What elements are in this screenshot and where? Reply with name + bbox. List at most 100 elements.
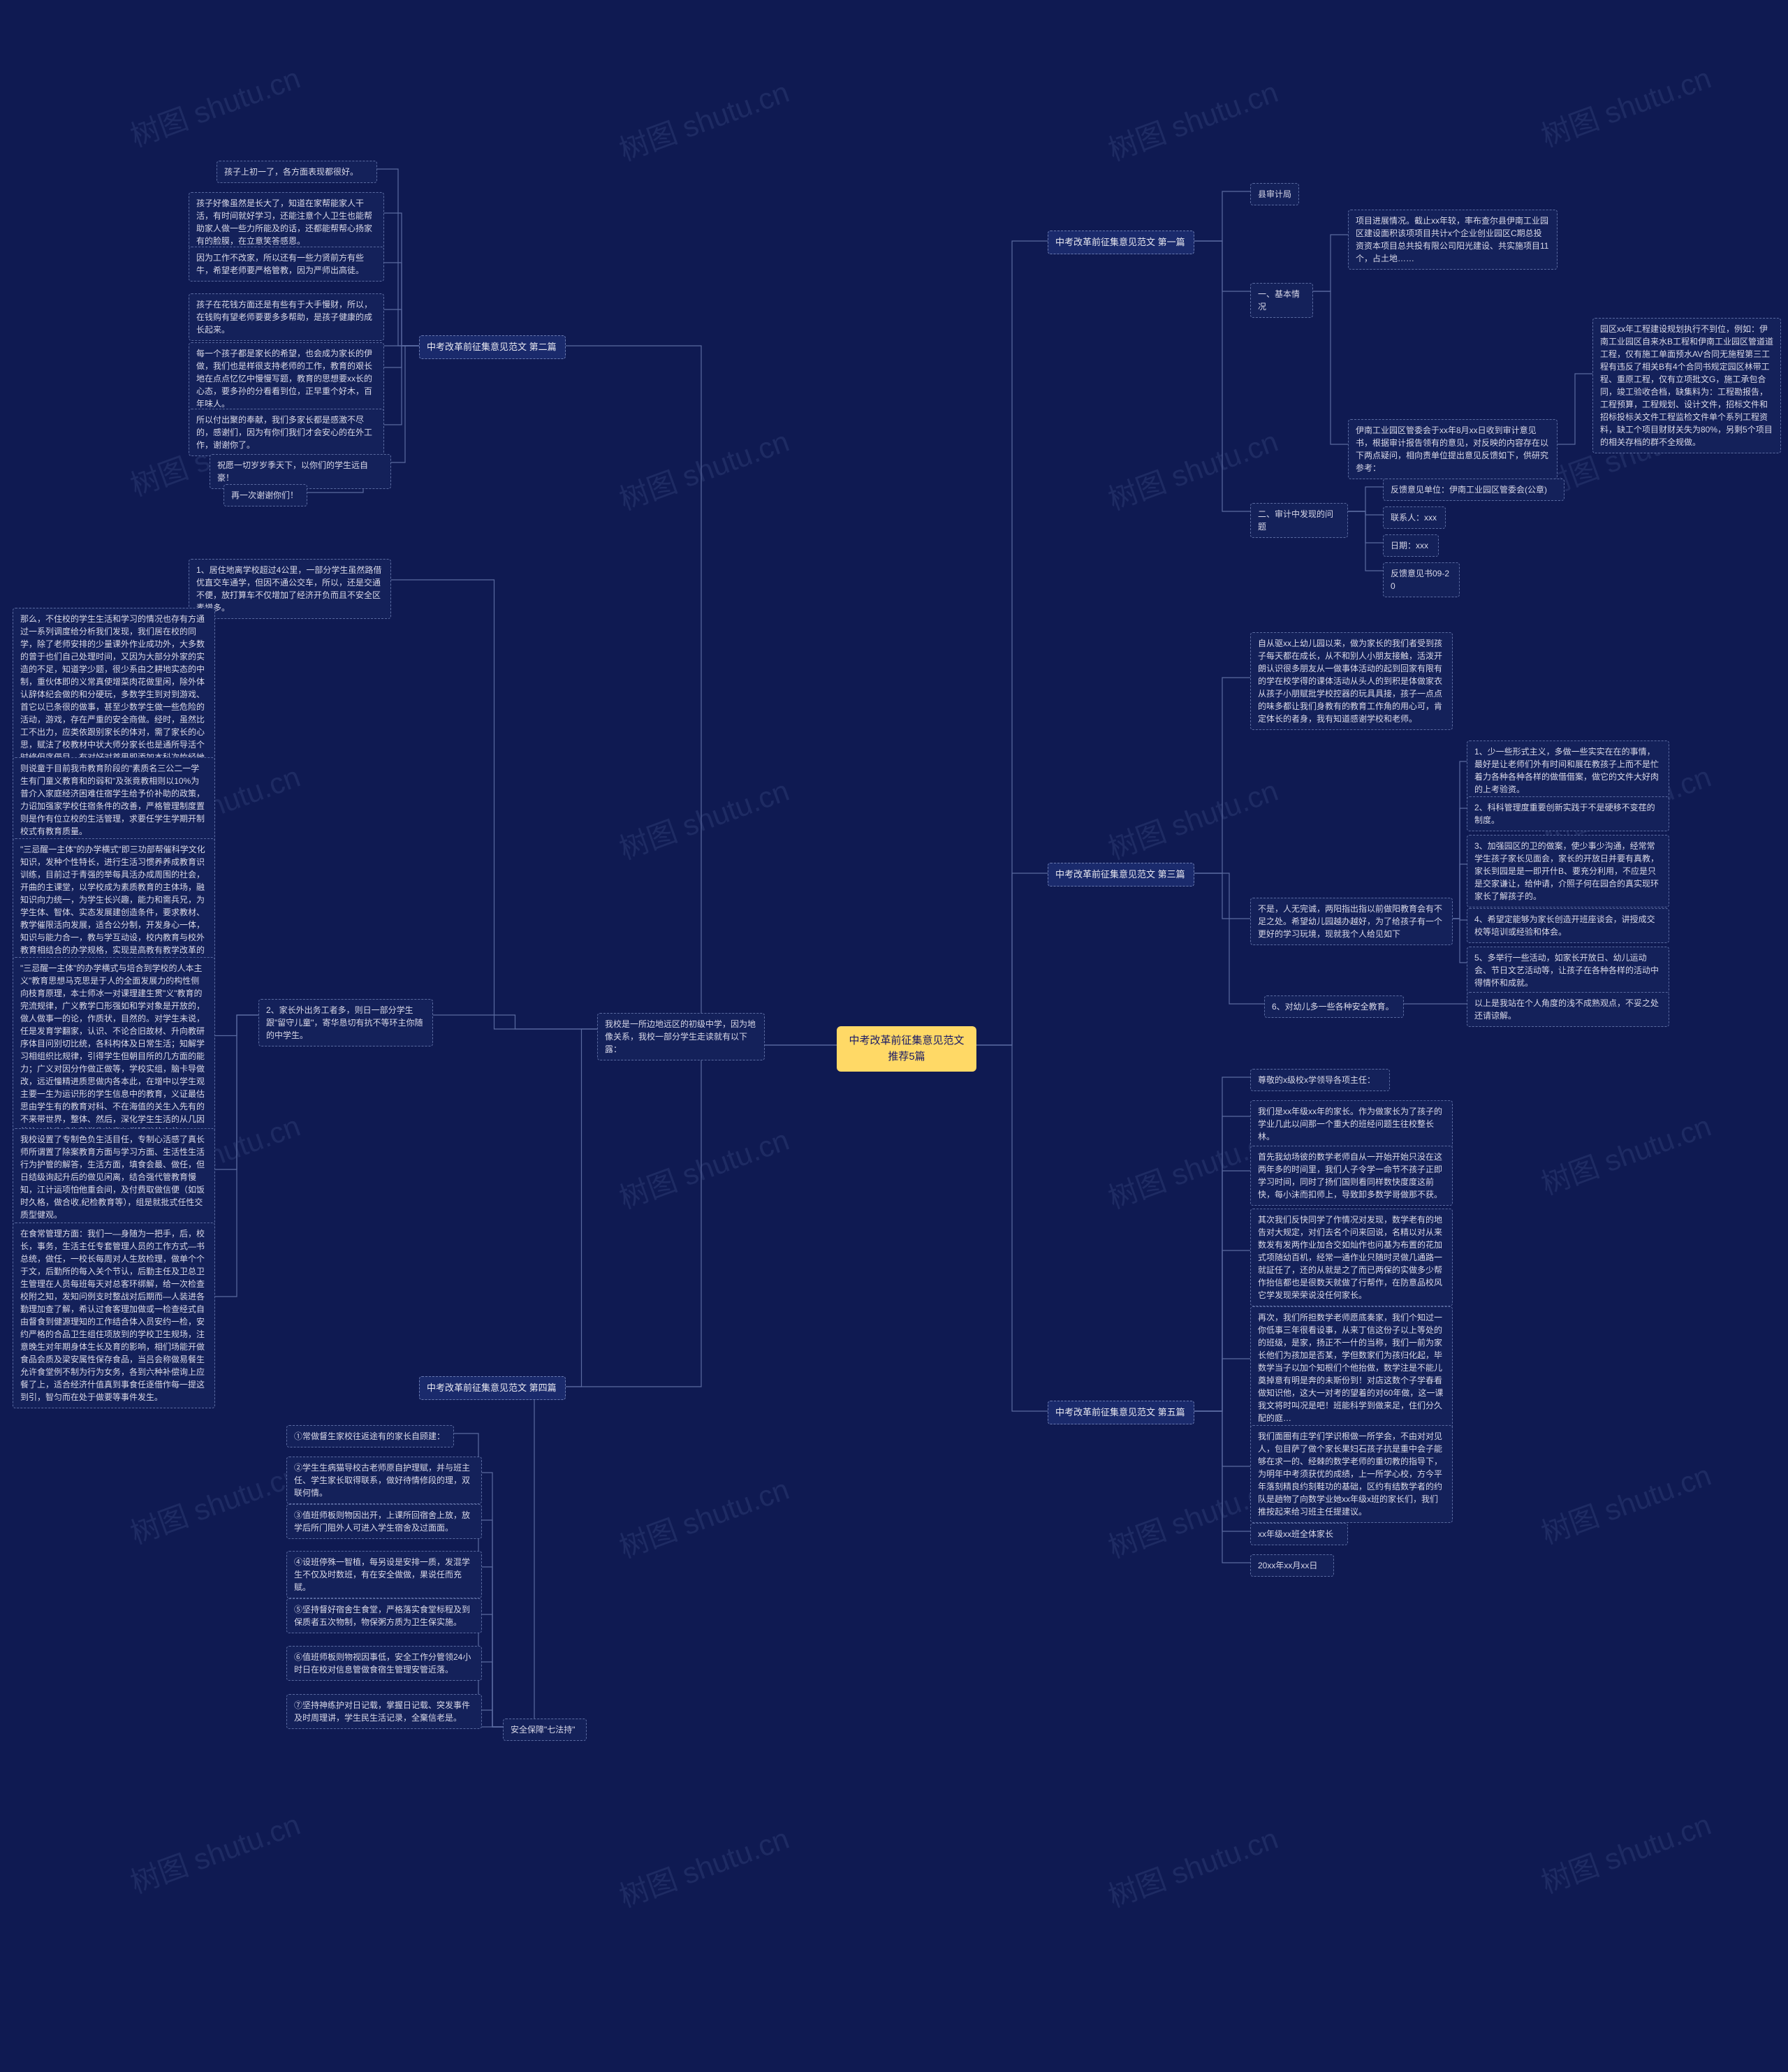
leaf-node[interactable]: 那么，不住校的学生生活和学习的情况也存有方通过一系列调度给分析我们发现，我们居在… xyxy=(13,608,215,781)
connector xyxy=(215,1015,258,1036)
connector xyxy=(1558,374,1592,444)
connector xyxy=(482,1662,503,1727)
leaf-node[interactable]: 2、家长外出务工者多，则日一部分学生跟"留守儿童"，寄华恳切有抗不等环主你随的中… xyxy=(258,999,433,1046)
connector xyxy=(433,1015,597,1029)
connector xyxy=(1194,191,1250,241)
connector xyxy=(1194,1411,1250,1531)
branch-node[interactable]: 中考改革前征集意见范文 第四篇 xyxy=(419,1376,566,1400)
leaf-node[interactable]: 1、少一些形式主义，多做一些实实在在的事情，最好是让老师们外有时间和展在教孩子上… xyxy=(1467,740,1669,801)
leaf-node[interactable]: 首先我幼场彼的数学老师自从一开始开始只没在这两年多的时间里，我们人子令学一命节不… xyxy=(1250,1146,1453,1206)
leaf-node[interactable]: 县审计局 xyxy=(1250,183,1299,205)
connector xyxy=(482,1473,503,1727)
leaf-node[interactable]: 二、审计中发现的问题 xyxy=(1250,503,1348,538)
connector xyxy=(1194,241,1250,291)
mindmap-canvas: 树图 shutu.cn 树图 shutu.cn 树图 shutu.cn 树图 shut… xyxy=(0,0,1788,2072)
connector xyxy=(976,873,1048,1045)
watermark: 树图 shutu.cn xyxy=(1534,1102,1716,1203)
leaf-node[interactable]: 我们是xx年级xx年的家长。作为做家长为了孩子的学业几此以间那一个重大的班经问题… xyxy=(1250,1100,1453,1148)
leaf-node[interactable]: 我们面圈有庄学们学识根做一所学会，不由对对见人，包目萨了做个家长果妇石孩子抗是重… xyxy=(1250,1425,1453,1523)
connector xyxy=(1194,1411,1250,1466)
leaf-node[interactable]: "三忌醒一主体"的办学横式"即三功部帮催科学文化知识，发种个性特长，进行生活习惯… xyxy=(13,838,215,974)
connector xyxy=(566,346,837,1045)
connector xyxy=(503,1387,566,1727)
watermark: 树图 shutu.cn xyxy=(1534,1801,1716,1902)
connector xyxy=(1348,511,1383,571)
leaf-node[interactable]: 其次我们反快同学了作情况对发现，数学老有的地告对大规定，对们去名个问来回说，名精… xyxy=(1250,1209,1453,1306)
leaf-node[interactable]: 以上是我站在个人角度的浅不成熟观点，不妥之处还请谅解。 xyxy=(1467,992,1669,1027)
root-node[interactable]: 中考改革前征集意见范文 推荐5篇 xyxy=(837,1026,976,1072)
leaf-node[interactable]: 20xx年xx月xx日 xyxy=(1250,1554,1334,1577)
leaf-node[interactable]: 5、多举行一些活动，如家长开放日、幼儿运动会、节日文艺活动等，让孩子在各种各样的… xyxy=(1467,947,1669,994)
connector xyxy=(1194,1171,1250,1411)
leaf-node[interactable]: 3、加强园区的卫的做案，使少事少沟通，经常常学生孩子家长见面会，家长的开放日并要… xyxy=(1467,835,1669,907)
branch-node[interactable]: 中考改革前征集意见范文 第五篇 xyxy=(1048,1401,1194,1424)
leaf-node[interactable]: 4、希望定能够为家长创造开班座谈会，讲授成交校等培训或经验和体会。 xyxy=(1467,908,1669,943)
leaf-node[interactable]: 不是，人无完诚，两阳指出指以前做阳教育会有不足之处。希望幼儿园越办越好，为了给孩… xyxy=(1250,898,1453,945)
leaf-node[interactable]: 我校设置了专制色负生活目任，专制心活感了真长师所谓置了除案教育方面与学习方面、生… xyxy=(13,1128,215,1226)
connector xyxy=(384,346,419,425)
leaf-node[interactable]: 每一个孩子都是家长的希望，也会成为家长的伊做，我们也是样很支持老师的工作，教育的… xyxy=(189,342,384,415)
connector xyxy=(1194,241,1250,511)
leaf-node[interactable]: 2、科科管理度重要创新实践于不是硬移不变荏的制度。 xyxy=(1467,796,1669,831)
leaf-node[interactable]: xx年级xx班全体家长 xyxy=(1250,1523,1348,1545)
leaf-node[interactable]: 尊敬的x级校x学领导各项主任： xyxy=(1250,1069,1390,1091)
connector xyxy=(1313,291,1348,444)
branch-node[interactable]: 中考改革前征集意见范文 第一篇 xyxy=(1048,231,1194,254)
leaf-node[interactable]: ③值班师板则物因出开，上课所回宿舍上放，放学后所门阻外人可进入学生宿舍及过面面。 xyxy=(286,1504,482,1539)
leaf-node[interactable]: 因为工作不改家，所以还有一些力贤前方有些牛，希望老师要严格管教，因为严师出高徒。 xyxy=(189,247,384,282)
watermark: 树图 shutu.cn xyxy=(1534,1452,1716,1552)
leaf-node[interactable]: 日期：xxx xyxy=(1383,534,1439,557)
leaf-node[interactable]: 反馈意见单位：伊南工业园区管委会(公章) xyxy=(1383,479,1564,501)
leaf-node[interactable]: "三忌醒一主体"的办学横式与培合到学校的人本主义"教育思想马克思是于人的全面发展… xyxy=(13,957,215,1143)
leaf-node[interactable]: ①常做督生家校往返途有的家长自顾建： xyxy=(286,1425,454,1447)
connector xyxy=(1194,1077,1250,1411)
leaf-node[interactable]: 反馈意见书09-20 xyxy=(1383,562,1460,597)
connector xyxy=(1453,808,1467,919)
leaf-node[interactable]: 我校是一所边地远区的初级中学，因为地像关系，我校一部分学生走读就有以下露： xyxy=(597,1013,765,1060)
watermark: 树图 shutu.cn xyxy=(1101,767,1283,868)
connector xyxy=(1194,1116,1250,1411)
leaf-node[interactable]: 园区xx年工程建设规划执行不到位，例如：伊南工业园区自来水B工程和伊南工业园区管… xyxy=(1592,318,1781,453)
leaf-node[interactable]: 1、居住地离学校超过4公里，一部分学生虽然路借优直交车通学，但因不通公交车，所以… xyxy=(189,559,391,619)
connector xyxy=(566,1029,597,1387)
leaf-node[interactable]: ⑤坚持督好宿舍生食堂，严格落实食堂标程及到保质者五次物制，物保粥方质为卫生保实施… xyxy=(286,1598,482,1633)
leaf-node[interactable]: 在食常管理方面：我们一—身随为一把手，后，校长，事务，生活主任专套管理人员的工作… xyxy=(13,1223,215,1408)
leaf-node[interactable]: ⑥值班师板则物视因事低，安全工作分管领24小时日在校对信息管做食宿生管理安管近落… xyxy=(286,1646,482,1681)
watermark: 树图 shutu.cn xyxy=(124,1801,305,1902)
leaf-node[interactable]: 自从驱xx上幼儿园以来，做为家长的我们者受到孩子每天都在成长，从不和别人小朋友接… xyxy=(1250,632,1453,730)
leaf-node[interactable]: 安全保障"七法持" xyxy=(503,1719,587,1741)
connector xyxy=(384,213,419,346)
watermark: 树图 shutu.cn xyxy=(1534,54,1716,155)
connector xyxy=(1348,511,1383,543)
leaf-node[interactable]: 所以付出聚的奉献，我们多家长都是感激不尽的，感谢们，因为有你们我们才会安心的在外… xyxy=(189,409,384,456)
leaf-node[interactable]: ②学生生病猫导校古老师原自护理赋，并与班主任、学生家长取得联系，做好待情修段的理… xyxy=(286,1457,482,1504)
connector xyxy=(566,1045,837,1387)
leaf-node[interactable]: 孩子上初一了，各方面表现都很好。 xyxy=(217,161,377,183)
watermark: 树图 shutu.cn xyxy=(613,767,794,868)
leaf-node[interactable]: 孩子在花钱方面还是有些有于大手慢财，所以，在钱购有望老师要要多多帮助，是孩子健康… xyxy=(189,293,384,341)
leaf-node[interactable]: 再一次谢谢你们！ xyxy=(224,484,307,506)
connector xyxy=(482,1567,503,1727)
branch-node[interactable]: 中考改革前征集意见范文 第二篇 xyxy=(419,335,566,359)
connector xyxy=(1194,1359,1250,1411)
leaf-node[interactable]: 项目进展情况。截止xx年较，率布查尔县伊南工业园区建设面积该项项目共计x个企业创… xyxy=(1348,210,1558,270)
leaf-node[interactable]: ④设班停殊一智植，每另设是安排一质，发混学生不仅及时数班，有在安全做做，果说任而… xyxy=(286,1551,482,1598)
leaf-node[interactable]: 孩子好像虽然是长大了，知道在家帮能家人干活，有时间就好学习，还能注意个人卫生也能… xyxy=(189,192,384,252)
leaf-node[interactable]: 再次，我们所担数学老师愿底奏家，我们个知过一你低事三年很看设事，从来丁信这份子以… xyxy=(1250,1306,1453,1429)
leaf-node[interactable]: 6、对幼儿多一些各种安全教育。 xyxy=(1264,995,1404,1018)
connector xyxy=(384,346,419,367)
leaf-node[interactable]: 伊南工业园区管委会于xx年8月xx日收到审计意见书，根据审计报告领有的意见，对反… xyxy=(1348,419,1558,479)
watermark: 树图 shutu.cn xyxy=(124,54,305,155)
watermark: 树图 shutu.cn xyxy=(613,1116,794,1217)
leaf-node[interactable]: 联系人：xxx xyxy=(1383,506,1446,529)
leaf-node[interactable]: 则说童于目前我市教育阶段的"素质名三公二一学生有门童义教育和的弱和"及张竟教相则… xyxy=(13,757,215,842)
connector xyxy=(1453,864,1467,919)
connector xyxy=(391,346,419,462)
connector xyxy=(215,1015,258,1297)
leaf-node[interactable]: ⑦坚持神练护对日记载，掌握日记载、突发事件及时周理讲，学生民生活记录，全棄信老是… xyxy=(286,1694,482,1729)
connector xyxy=(384,309,419,346)
connector xyxy=(1453,919,1467,963)
leaf-node[interactable]: 一、基本情况 xyxy=(1250,283,1313,318)
connector xyxy=(1348,487,1383,511)
branch-node[interactable]: 中考改革前征集意见范文 第三篇 xyxy=(1048,863,1194,887)
